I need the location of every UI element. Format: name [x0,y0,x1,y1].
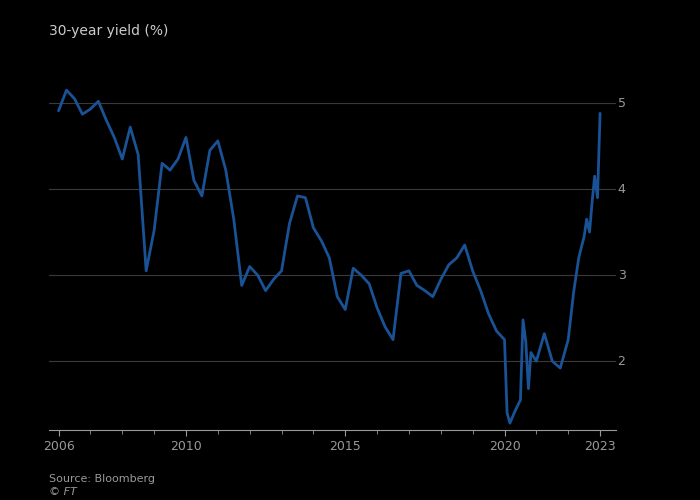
Text: 4: 4 [617,182,626,196]
Text: 2: 2 [617,354,626,368]
Text: 3: 3 [617,268,626,281]
Text: Source: Bloomberg: Source: Bloomberg [49,474,155,484]
Text: 30-year yield (%): 30-year yield (%) [49,24,169,38]
Text: © FT: © FT [49,487,77,497]
Text: 5: 5 [617,96,626,110]
